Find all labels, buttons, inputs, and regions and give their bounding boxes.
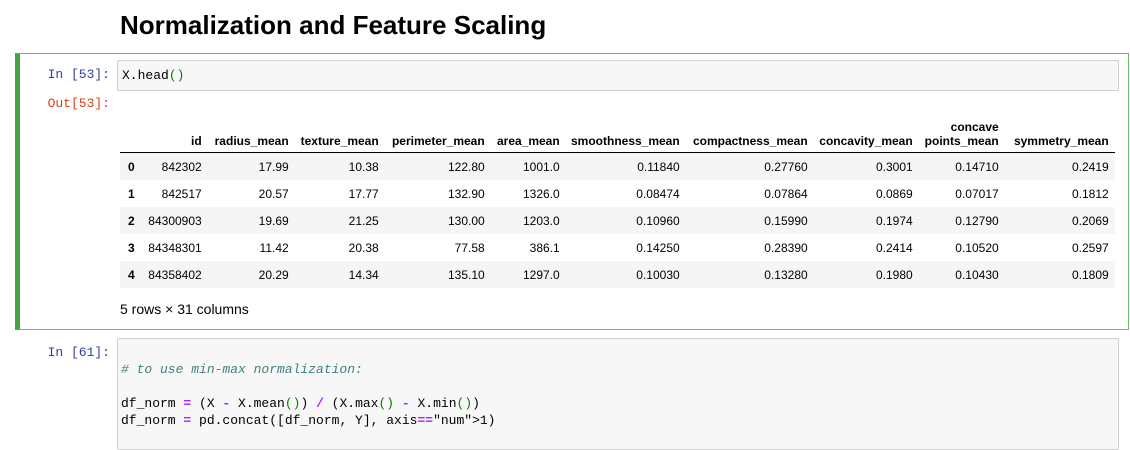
- table-row: 0 842302 17.99 10.38 122.80 1001.0 0.11840 0.27…: [120, 152, 1115, 180]
- row-index: 4: [128, 267, 135, 282]
- input-prompt: In [61]:: [47, 345, 110, 360]
- table-cell: 20.38: [348, 240, 379, 255]
- column-header: id: [191, 134, 202, 148]
- table-cell: 130.00: [447, 213, 485, 228]
- table-cell: 0.2597: [1071, 240, 1109, 255]
- table-cell: 20.57: [258, 186, 289, 201]
- column-header: compactness_mean: [692, 134, 808, 148]
- output-prompt: Out[53]:: [47, 96, 110, 111]
- table-cell: 20.29: [258, 267, 289, 282]
- code-input[interactable]: # to use min-max normalization: df_norm …: [117, 338, 1119, 450]
- table-cell: 17.99: [258, 159, 289, 174]
- table-cell: 14.34: [348, 267, 379, 282]
- table-cell: 1326.0: [522, 186, 560, 201]
- table-cell: 0.1809: [1071, 267, 1109, 282]
- table-row: 3 84348301 11.42 20.38 77.58 386.1 0.14250 0.28…: [120, 234, 1115, 261]
- table-cell: 0.10520: [955, 240, 999, 255]
- input-prompt: In [53]:: [47, 67, 110, 82]
- column-header: [120, 112, 141, 153]
- table-cell: 0.12790: [955, 213, 999, 228]
- page: Normalization and Feature Scaling In [53…: [15, 10, 1129, 450]
- code-line: df_norm = pd.concat([df_norm, Y], axis==…: [121, 413, 496, 428]
- row-index: 3: [128, 240, 135, 255]
- dataframe-table: id radius_mean texture_mean perimeter_mean a…: [120, 112, 1115, 288]
- column-header: perimeter_mean: [391, 134, 485, 148]
- code-line: # to use min-max normalization:: [121, 362, 363, 377]
- table-cell: 10.38: [348, 159, 379, 174]
- table-cell: 21.25: [348, 213, 379, 228]
- table-row: 2 84300903 19.69 21.25 130.00 1203.0 0.10960 0.…: [120, 207, 1115, 234]
- table-cell: 0.1980: [875, 267, 913, 282]
- table-cell: 0.08474: [636, 186, 680, 201]
- table-cell: 0.07017: [955, 186, 999, 201]
- table-cell: 84348301: [148, 240, 202, 255]
- table-cell: 0.2069: [1071, 213, 1109, 228]
- table-cell: 0.14250: [636, 240, 680, 255]
- row-index: 2: [128, 213, 135, 228]
- column-header: concavity_mean: [819, 134, 913, 148]
- table-cell: 1203.0: [522, 213, 560, 228]
- table-cell: 842302: [161, 159, 202, 174]
- code-line: df_norm = (X - X.mean()) / (X.max() - X.…: [121, 396, 480, 411]
- table-cell: 0.2419: [1071, 159, 1109, 174]
- table-cell: 132.90: [447, 186, 485, 201]
- table-cell: 0.27760: [764, 159, 808, 174]
- table-cell: 0.0869: [875, 186, 913, 201]
- table-cell: 19.69: [258, 213, 289, 228]
- table-cell: 1001.0: [522, 159, 560, 174]
- column-header: concave points_mean: [924, 120, 999, 148]
- table-cell: 0.10030: [636, 267, 680, 282]
- table-cell: 77.58: [454, 240, 485, 255]
- code-line: X.head(): [122, 68, 185, 83]
- column-header: area_mean: [496, 134, 560, 148]
- table-cell: 0.3001: [875, 159, 913, 174]
- table-cell: 122.80: [447, 159, 485, 174]
- table-cell: 0.1974: [875, 213, 913, 228]
- table-cell: 84300903: [148, 213, 202, 228]
- column-header: symmetry_mean: [1013, 134, 1109, 148]
- table-row: 1 842517 20.57 17.77 132.90 1326.0 0.08474 0.07…: [120, 180, 1115, 207]
- table-cell: 135.10: [447, 267, 485, 282]
- row-index: 0: [128, 159, 135, 174]
- table-footer: 5 rows × 31 columns: [120, 301, 249, 317]
- row-index: 1: [128, 186, 135, 201]
- table-cell: 386.1: [529, 240, 560, 255]
- code-cell[interactable]: [15, 53, 1129, 330]
- table-cell: 0.13280: [764, 267, 808, 282]
- table-cell: 17.77: [348, 186, 379, 201]
- column-header: radius_mean: [214, 134, 289, 148]
- table-cell: 0.1812: [1071, 186, 1109, 201]
- heading: Normalization and Feature Scaling: [120, 10, 547, 40]
- table-cell: 0.28390: [764, 240, 808, 255]
- table-cell: 0.07864: [764, 186, 808, 201]
- table-cell: 11.42: [259, 240, 289, 255]
- table-cell: 0.2414: [875, 240, 913, 255]
- table-cell: 0.10960: [636, 213, 680, 228]
- column-header: smoothness_mean: [570, 134, 680, 148]
- table-row: 4 84358402 20.29 14.34 135.10 1297.0 0.10030 0.…: [120, 261, 1115, 288]
- table-cell: 1297.0: [522, 267, 560, 282]
- column-header: texture_mean: [300, 134, 379, 148]
- table-cell: 0.15990: [764, 213, 808, 228]
- table-cell: 0.11840: [637, 159, 680, 174]
- table-cell: 84358402: [148, 267, 202, 282]
- table-cell: 0.14710: [955, 159, 999, 174]
- table-cell: 0.10430: [955, 267, 999, 282]
- table-cell: 842517: [161, 186, 202, 201]
- code-input[interactable]: X.head(): [117, 60, 1119, 91]
